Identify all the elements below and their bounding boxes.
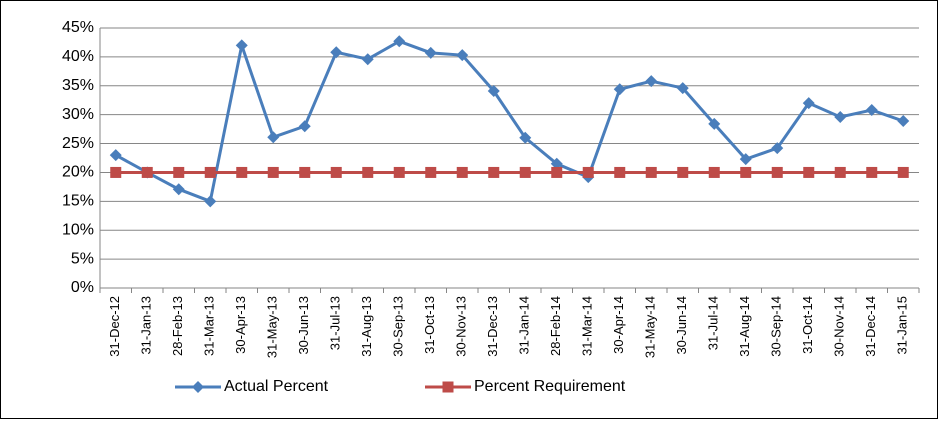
data-point: [488, 166, 500, 178]
x-tick-label: 31-Aug-13: [359, 296, 374, 357]
x-tick-label: 31-Jan-14: [517, 296, 532, 355]
data-point: [613, 83, 626, 96]
data-point: [456, 49, 469, 62]
x-tick-label: 31-Jul-14: [706, 296, 721, 350]
data-point: [645, 166, 657, 178]
data-point: [424, 46, 437, 59]
data-point: [834, 110, 847, 123]
data-point: [739, 153, 752, 166]
data-point: [519, 166, 531, 178]
x-tick-label: 30-Sep-14: [769, 296, 784, 357]
data-point: [361, 53, 374, 66]
x-tick-label: 31-Mar-14: [580, 296, 595, 356]
y-tick-label: 25%: [62, 135, 94, 152]
data-point: [865, 104, 878, 117]
data-point: [803, 166, 815, 178]
data-point: [330, 46, 343, 59]
data-point: [235, 39, 248, 52]
x-tick-label: 31-May-14: [643, 296, 658, 358]
data-point: [582, 166, 594, 178]
legend-item: Percent Requirement: [425, 378, 626, 395]
data-point: [109, 149, 122, 162]
x-tick-label: 30-Apr-13: [233, 296, 248, 354]
data-point: [267, 131, 280, 144]
legend-label: Percent Requirement: [474, 378, 626, 395]
data-point: [897, 166, 909, 178]
data-point: [866, 166, 878, 178]
y-tick-label: 30%: [62, 106, 94, 123]
x-tick-label: 31-Dec-14: [863, 296, 878, 357]
data-point: [551, 166, 563, 178]
y-tick-label: 45%: [62, 19, 94, 36]
data-point: [740, 166, 752, 178]
y-tick-label: 20%: [62, 164, 94, 181]
data-point: [771, 166, 783, 178]
x-tick-label: 30-Apr-14: [611, 296, 626, 354]
series-line: [115, 39, 904, 204]
y-tick-label: 5%: [71, 250, 94, 267]
x-tick-label: 31-Aug-14: [737, 296, 752, 357]
data-point: [298, 120, 311, 133]
data-point: [897, 115, 910, 128]
x-tick-label: 28-Feb-13: [170, 296, 185, 356]
x-tick-label: 31-May-13: [265, 296, 280, 358]
x-tick-label: 30-Nov-13: [454, 296, 469, 357]
data-point: [172, 183, 185, 196]
data-point: [299, 166, 311, 178]
x-tick-label: 31-Dec-13: [485, 296, 500, 357]
data-point: [362, 166, 374, 178]
data-point: [267, 166, 279, 178]
data-point: [677, 166, 689, 178]
data-point: [519, 131, 532, 144]
x-tick-label: 30-Sep-13: [391, 296, 406, 357]
x-tick-label: 30-Jun-13: [296, 296, 311, 355]
legend-marker: [442, 381, 454, 393]
x-tick-label: 31-Jul-13: [328, 296, 343, 350]
data-point: [456, 166, 468, 178]
data-point: [141, 166, 153, 178]
y-tick-label: 0%: [71, 279, 94, 296]
y-tick-label: 40%: [62, 48, 94, 65]
data-point: [834, 166, 846, 178]
x-tick-label: 31-Oct-14: [800, 296, 815, 354]
data-point: [550, 157, 563, 170]
y-tick-label: 35%: [62, 77, 94, 94]
data-point: [330, 166, 342, 178]
data-point: [236, 166, 248, 178]
data-point: [708, 117, 721, 130]
data-point: [771, 142, 784, 155]
data-point: [708, 166, 720, 178]
data-point: [802, 97, 815, 110]
data-point: [393, 166, 405, 178]
x-tick-label: 30-Nov-14: [832, 296, 847, 357]
data-point: [487, 84, 500, 97]
data-point: [173, 166, 185, 178]
data-point: [645, 75, 658, 88]
x-tick-label: 31-Jan-13: [139, 296, 154, 355]
y-tick-label: 10%: [62, 221, 94, 238]
data-point: [204, 166, 216, 178]
y-tick-label: 15%: [62, 193, 94, 210]
legend-marker: [192, 381, 204, 393]
legend-label: Actual Percent: [224, 378, 329, 395]
data-point: [110, 166, 122, 178]
data-point: [204, 195, 217, 208]
data-point: [425, 166, 437, 178]
x-tick-label: 31-Mar-13: [202, 296, 217, 356]
data-point: [393, 35, 406, 48]
data-point: [676, 82, 689, 95]
x-tick-label: 31-Jan-15: [895, 296, 910, 355]
x-tick-label: 28-Feb-14: [548, 296, 563, 356]
data-point: [614, 166, 626, 178]
x-tick-label: 31-Oct-13: [422, 296, 437, 354]
x-tick-label: 31-Dec-12: [107, 296, 122, 357]
legend-item: Actual Percent: [175, 378, 329, 395]
x-tick-label: 30-Jun-14: [674, 296, 689, 355]
